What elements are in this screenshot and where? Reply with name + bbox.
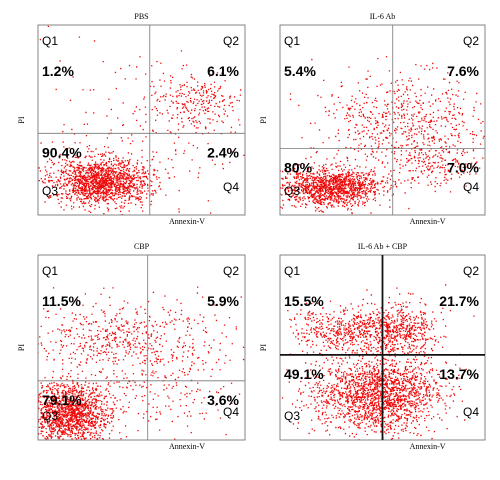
quadrant-label: Q1: [42, 34, 58, 48]
quadrant-label: Q3: [42, 184, 58, 198]
quadrant-percent: 13.7%: [439, 366, 479, 382]
y-axis-label: PI: [17, 116, 26, 123]
quadrant-label: Q2: [223, 264, 239, 278]
quadrant-label: Q1: [284, 34, 300, 48]
quadrant-label: Q3: [42, 409, 58, 423]
quadrant-percent: 7.6%: [447, 63, 479, 79]
quadrant-percent: 7.0%: [447, 160, 479, 176]
quadrant-percent: 5.9%: [207, 293, 239, 309]
quadrant-percent: 2.4%: [207, 144, 239, 160]
quadrant-label: Q2: [463, 264, 479, 278]
quadrant-label: Q3: [284, 184, 300, 198]
y-axis-label: PI: [259, 116, 268, 123]
plot-frame: [37, 24, 246, 216]
event-dots: [281, 284, 476, 440]
quadrant-label: Q1: [284, 264, 300, 278]
quadrant-percent: 79.1%: [42, 392, 82, 408]
plot-frame: [37, 254, 246, 441]
x-axis-label: Annexin-V: [169, 217, 205, 226]
quadrant-percent: 1.2%: [42, 63, 74, 79]
quadrant-percent: 11.5%: [42, 293, 81, 309]
quadrant-label: Q1: [42, 264, 58, 278]
panel-title: CBP: [134, 242, 150, 251]
x-axis-label: Annexin-V: [410, 217, 446, 226]
y-axis-label: PI: [259, 344, 268, 351]
plot-frame: [279, 24, 486, 216]
quadrant-percent: 5.4%: [284, 63, 316, 79]
panel: IL-6 Ab + CBP Annexin-V PI Q1 15.5% Q2 21.7% Q3…: [259, 242, 486, 451]
quadrant-percent: 21.7%: [439, 293, 479, 309]
quadrant-percent: 3.6%: [207, 392, 239, 408]
quadrant-label: Q2: [463, 34, 479, 48]
y-axis-label: PI: [17, 344, 26, 351]
panel-title: PBS: [134, 12, 148, 21]
event-dots: [38, 286, 245, 440]
quadrant-percent: 15.5%: [284, 293, 324, 309]
event-dots: [38, 25, 245, 215]
quadrant-label: Q4: [463, 180, 479, 194]
quadrant-percent: 80%: [284, 160, 313, 176]
quadrant-label: Q4: [463, 405, 479, 419]
panel: PBS Annexin-V PI Q1 1.2% Q2 6.1% Q3 90.4% Q4 2.4%: [17, 12, 246, 226]
quadrant-label: Q2: [223, 34, 239, 48]
quadrant-label: Q3: [284, 409, 300, 423]
panel-title: IL-6 Ab + CBP: [358, 242, 408, 251]
panel: IL-6 Ab Annexin-V PI Q1 5.4% Q2 7.6% Q3 80% Q4 7.0…: [259, 12, 486, 226]
x-axis-label: Annexin-V: [410, 442, 446, 451]
quadrant-percent: 6.1%: [207, 63, 239, 79]
x-axis-label: Annexin-V: [169, 442, 205, 451]
quadrant-label: Q4: [223, 405, 239, 419]
quadrant-label: Q4: [223, 180, 239, 194]
quadrant-percent: 90.4%: [42, 144, 82, 160]
quadrant-percent: 49.1%: [284, 366, 324, 382]
panel-title: IL-6 Ab: [370, 12, 396, 21]
